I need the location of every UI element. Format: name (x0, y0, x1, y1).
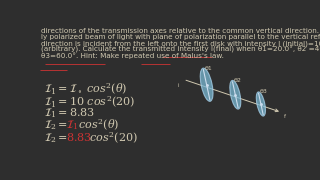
Text: $\mathcal{I}_1 = \mathcal{I}_\circ\ cos^2(\theta)$: $\mathcal{I}_1 = \mathcal{I}_\circ\ cos^… (44, 82, 127, 97)
Text: $\mathcal{I}_1 = 10\ cos^2(20)$: $\mathcal{I}_1 = 10\ cos^2(20)$ (44, 95, 135, 110)
Text: $\mathcal{I}_2 = $: $\mathcal{I}_2 = $ (44, 118, 68, 132)
Text: f: f (284, 114, 286, 119)
Text: $\mathcal{I}_1$: $\mathcal{I}_1$ (66, 118, 78, 132)
Text: direction is incident from the left onto the first disk with intensity I (initia: direction is incident from the left onto… (41, 40, 320, 47)
Text: θ3=60.0°. Hint: Make repeated use of Malus's law.: θ3=60.0°. Hint: Make repeated use of Mal… (41, 52, 224, 59)
Text: θ2: θ2 (234, 78, 242, 83)
Text: i: i (178, 83, 180, 88)
Text: directions of the transmission axes relative to the common vertical direction. A: directions of the transmission axes rela… (41, 28, 320, 34)
Text: $\ cos^2(20)$: $\ cos^2(20)$ (86, 131, 139, 146)
Text: θ1: θ1 (205, 66, 213, 71)
Ellipse shape (200, 68, 213, 101)
Text: (arbitrary). Calculate the transmitted intensity I(final) when θ1=20.0°, θ2 =40.: (arbitrary). Calculate the transmitted i… (41, 46, 320, 53)
Text: $\mathcal{I}_2 = $: $\mathcal{I}_2 = $ (44, 131, 68, 145)
Ellipse shape (256, 92, 266, 116)
Ellipse shape (230, 80, 241, 109)
Text: $\ cos^2(\theta)$: $\ cos^2(\theta)$ (75, 118, 119, 133)
Text: $\mathcal{I}_1 = 8.83$: $\mathcal{I}_1 = 8.83$ (44, 106, 95, 120)
Text: ly polarized beam of light with plane of polarization parallel to the vertical r: ly polarized beam of light with plane of… (41, 34, 320, 40)
Text: $8.83$: $8.83$ (66, 131, 91, 143)
Text: θ3: θ3 (259, 89, 267, 94)
